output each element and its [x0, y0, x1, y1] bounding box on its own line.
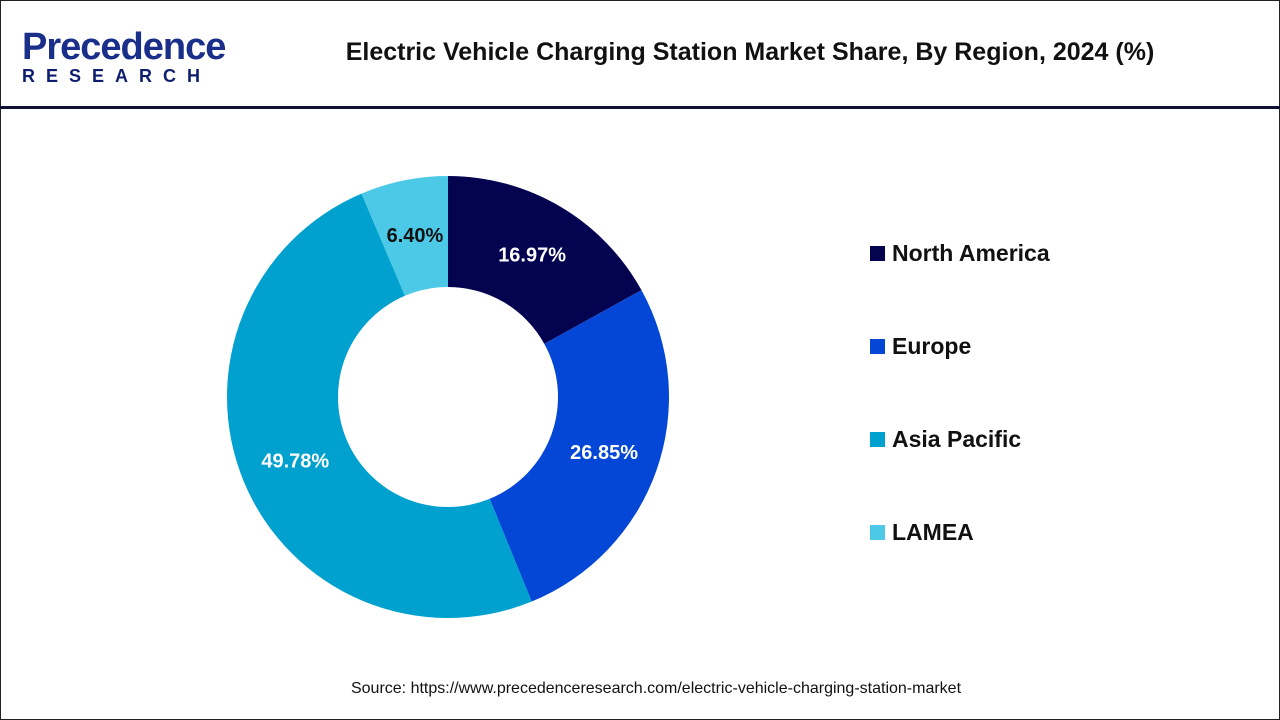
- data-label: 26.85%: [570, 442, 638, 464]
- legend-swatch: [870, 339, 885, 354]
- legend-item: LAMEA: [870, 519, 974, 546]
- legend-swatch: [870, 432, 885, 447]
- legend-item: Asia Pacific: [870, 426, 1021, 453]
- chart-title: Electric Vehicle Charging Station Market…: [345, 38, 1155, 66]
- legend-label: LAMEA: [892, 519, 974, 545]
- data-label: 49.78%: [261, 451, 329, 473]
- legend-label: Europe: [892, 333, 972, 359]
- donut-slice-lamea: [361, 176, 448, 296]
- legend-swatch: [870, 246, 885, 261]
- header: Precedence RESEARCH Electric Vehicle Cha…: [0, 0, 1280, 109]
- legend-item: Europe: [870, 333, 971, 360]
- data-label: 6.40%: [387, 225, 444, 247]
- logo-text: Precedence: [22, 26, 226, 68]
- legend-label: Asia Pacific: [892, 426, 1022, 452]
- donut-slice-asia-pacific: [227, 193, 532, 618]
- data-label: 16.97%: [498, 244, 566, 266]
- source-text: Source: https://www.precedenceresearch.c…: [350, 680, 962, 697]
- donut-slice-europe: [489, 290, 669, 602]
- donut-slice-north-america: [448, 176, 642, 344]
- logo-subtext: RESEARCH: [22, 66, 212, 86]
- legend-swatch: [870, 525, 885, 540]
- legend-item: North America: [870, 240, 1050, 267]
- legend-label: North America: [892, 240, 1050, 266]
- logo: Precedence RESEARCH: [22, 26, 226, 87]
